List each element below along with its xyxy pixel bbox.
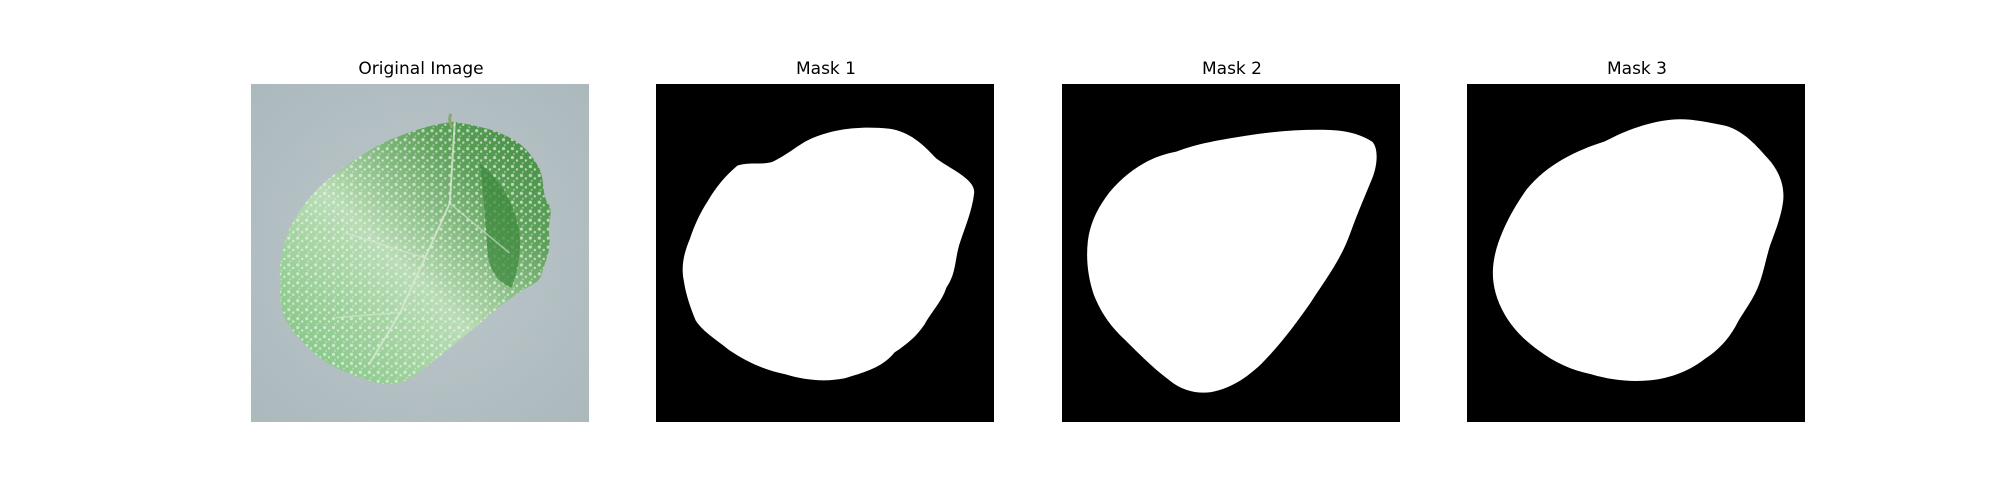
mask-2-image <box>1062 84 1400 422</box>
mask-2-region <box>1087 129 1377 393</box>
original-image <box>251 84 589 422</box>
mask-3-region <box>1492 119 1784 381</box>
mask-1-panel: Mask 1 <box>656 55 996 422</box>
mask-1-region <box>682 127 975 381</box>
mask-3-panel: Mask 3 <box>1467 55 1807 422</box>
mask-2-panel: Mask 2 <box>1062 55 1402 422</box>
mask-2-title: Mask 2 <box>1201 59 1262 79</box>
mask-3-image <box>1467 84 1805 422</box>
original-image-title: Original Image <box>358 59 484 79</box>
mask-1-title: Mask 1 <box>795 59 856 79</box>
mask-3-title: Mask 3 <box>1606 59 1667 79</box>
original-image-panel: Original Image <box>251 55 591 422</box>
mask-1-image <box>656 84 994 422</box>
